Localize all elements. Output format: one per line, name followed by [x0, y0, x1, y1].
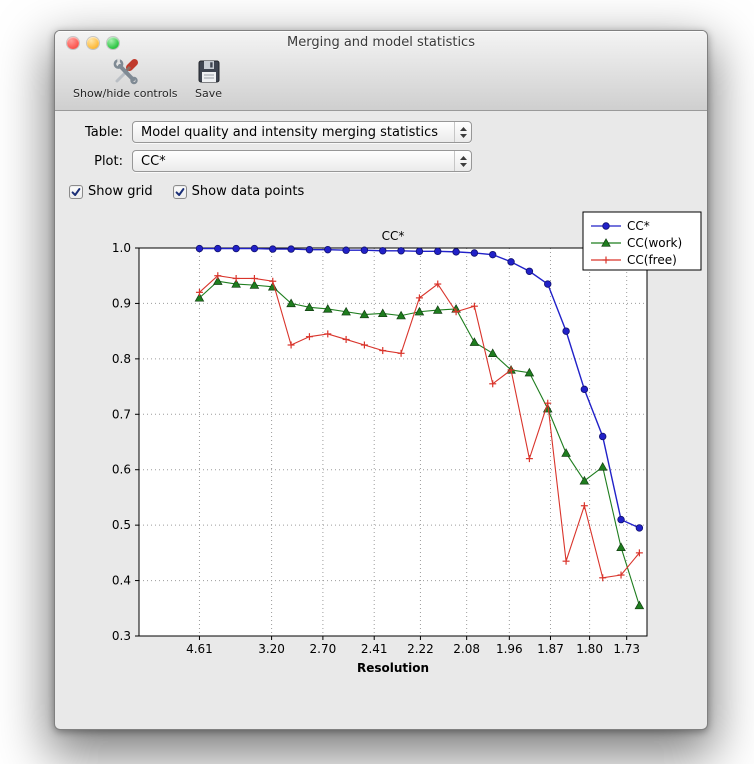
- axes-background: [139, 248, 647, 636]
- legend-label: CC*: [627, 219, 650, 233]
- save-button[interactable]: Save: [186, 57, 232, 101]
- svg-text:1.96: 1.96: [496, 642, 523, 656]
- plot-label: Plot:: [94, 153, 123, 169]
- svg-text:1.73: 1.73: [613, 642, 640, 656]
- window-chrome: Merging and model statistics Show/hide c…: [55, 31, 707, 111]
- plot-dropdown[interactable]: CC*: [132, 150, 472, 172]
- plot-area: 4.61 3.20 2.70 2.41 2.22 2.08 1.96 1.87 1.80 1.73…: [55, 206, 707, 706]
- legend-label: CC(free): [627, 253, 677, 267]
- axes-frame: [138, 247, 648, 637]
- dropdown-arrows-icon: [454, 122, 471, 142]
- svg-text:0.7: 0.7: [112, 407, 131, 421]
- svg-text:1.87: 1.87: [537, 642, 564, 656]
- tools-icon: [113, 58, 139, 85]
- svg-text:2.70: 2.70: [310, 642, 337, 656]
- svg-text:3.20: 3.20: [258, 642, 285, 656]
- show-data-points-checkbox[interactable]: [172, 184, 187, 199]
- show-data-points-label: Show data points: [191, 184, 305, 199]
- svg-text:0.4: 0.4: [112, 574, 131, 588]
- chart: 4.61 3.20 2.70 2.41 2.22 2.08 1.96 1.87 1.80 1.73…: [112, 211, 702, 675]
- svg-text:2.08: 2.08: [453, 642, 480, 656]
- table-dropdown[interactable]: Model quality and intensity merging stat…: [132, 121, 472, 143]
- svg-text:0.5: 0.5: [112, 518, 131, 532]
- checkbox-row: Show grid Show data points: [69, 184, 707, 199]
- series-CC*: [195, 244, 644, 532]
- tick-labels: 4.61 3.20 2.70 2.41 2.22 2.08 1.96 1.87 1.80 1.73…: [112, 241, 640, 656]
- check-icon: [71, 187, 81, 196]
- traffic-lights: [67, 37, 119, 49]
- chart-xlabel: Resolution: [357, 661, 429, 675]
- close-button[interactable]: [67, 37, 79, 49]
- chart-title: CC*: [382, 229, 405, 243]
- svg-text:0.3: 0.3: [112, 629, 131, 643]
- show-grid-checkbox[interactable]: [69, 184, 83, 199]
- controls-panel: Table: Model quality and intensity mergi…: [55, 111, 707, 204]
- svg-text:2.22: 2.22: [407, 642, 434, 656]
- app-window: Merging and model statistics Show/hide c…: [54, 30, 708, 730]
- svg-text:0.6: 0.6: [112, 463, 131, 477]
- toolbar-button-label: Save: [195, 87, 223, 100]
- show-grid-label: Show grid: [88, 184, 153, 199]
- titlebar[interactable]: Merging and model statistics: [55, 31, 707, 54]
- svg-text:0.9: 0.9: [112, 296, 131, 310]
- toolbar-button-label: Show/hide controls: [73, 87, 178, 100]
- dropdown-arrows-icon: [454, 151, 471, 171]
- window-title: Merging and model statistics: [287, 35, 475, 50]
- save-icon: [198, 60, 220, 83]
- show-hide-controls-button[interactable]: Show/hide controls: [65, 57, 186, 101]
- plot-row: Plot: CC*: [69, 150, 707, 172]
- check-icon: [175, 187, 185, 196]
- svg-text:1.0: 1.0: [112, 241, 131, 255]
- minimize-button[interactable]: [87, 37, 99, 49]
- table-row: Table: Model quality and intensity mergi…: [69, 121, 707, 143]
- table-dropdown-value: Model quality and intensity merging stat…: [141, 124, 439, 140]
- zoom-button[interactable]: [107, 37, 119, 49]
- series-CC(free): [195, 272, 643, 582]
- tick-marks: [135, 247, 628, 640]
- table-label: Table:: [85, 124, 123, 140]
- svg-text:2.41: 2.41: [361, 642, 388, 656]
- svg-text:1.80: 1.80: [576, 642, 603, 656]
- toolbar: Show/hide controls Save: [55, 54, 707, 110]
- svg-text:0.8: 0.8: [112, 352, 131, 366]
- legend: CC* CC(work) CC(free): [582, 211, 702, 271]
- svg-text:4.61: 4.61: [186, 642, 213, 656]
- legend-label: CC(work): [627, 236, 682, 250]
- plot-dropdown-value: CC*: [141, 153, 166, 169]
